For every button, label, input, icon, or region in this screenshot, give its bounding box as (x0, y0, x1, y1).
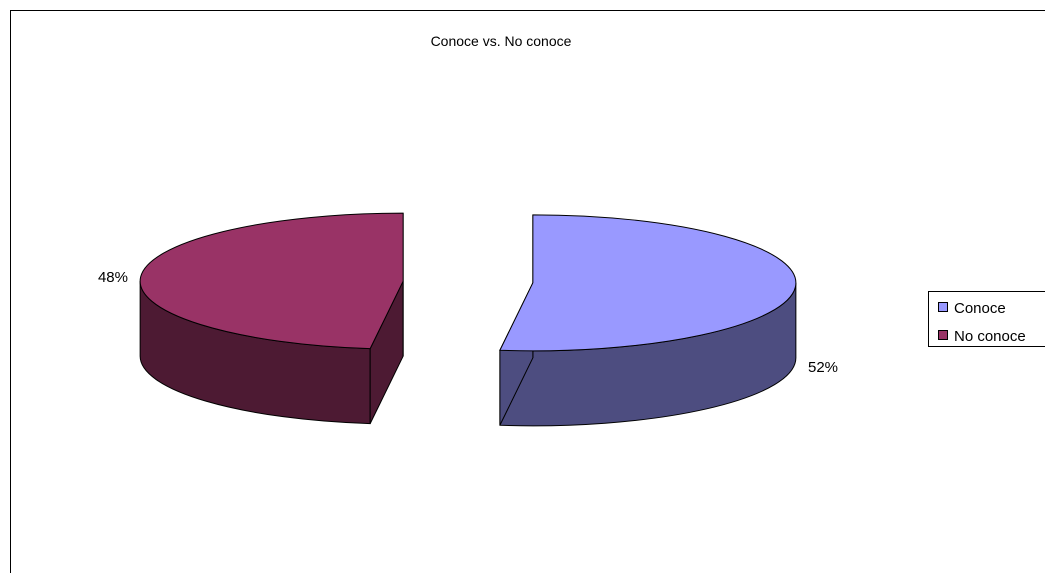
slice-conoce (500, 215, 796, 426)
chart-title: Conoce vs. No conoce (431, 33, 572, 49)
legend-label-no-conoce: No conoce (954, 328, 1026, 345)
data-label-no-conoce: 48% (98, 269, 128, 286)
legend-label-conoce: Conoce (954, 300, 1006, 317)
legend: Conoce No conoce (929, 292, 1045, 347)
legend-swatch-no-conoce (939, 331, 948, 340)
data-label-conoce: 52% (808, 359, 838, 376)
legend-swatch-conoce (939, 303, 948, 312)
